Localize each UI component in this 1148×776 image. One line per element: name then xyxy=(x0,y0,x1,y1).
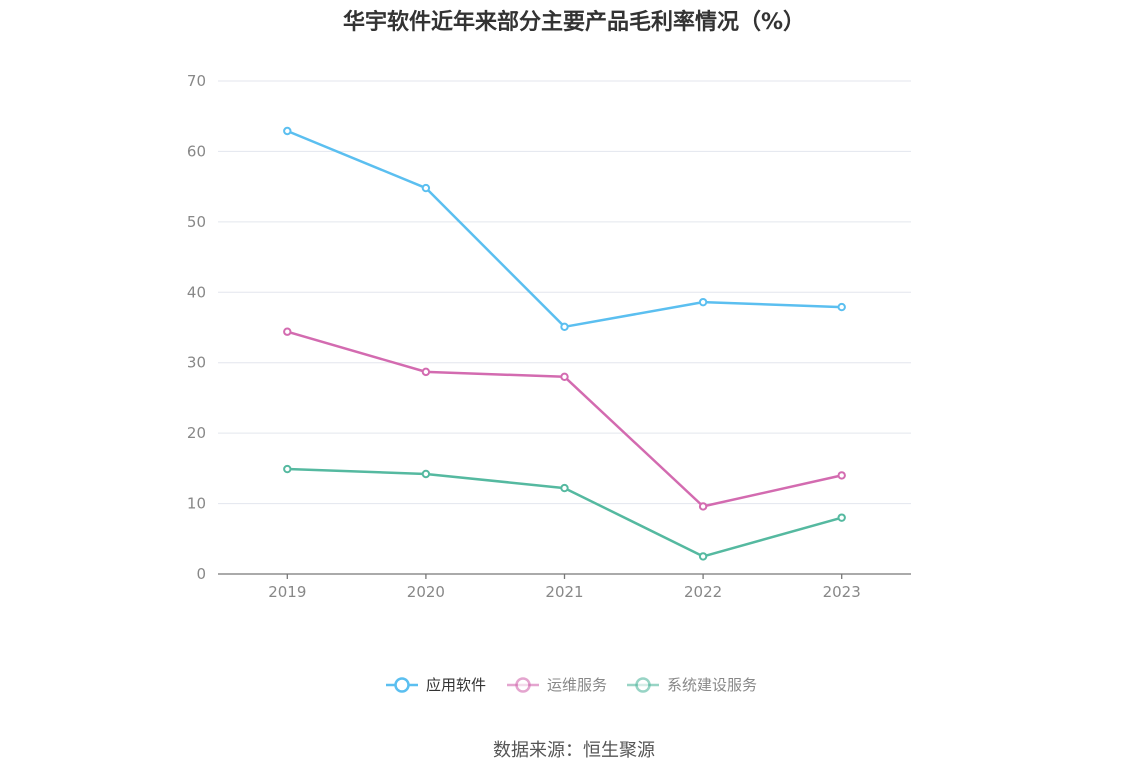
series-1 xyxy=(283,126,846,331)
legend-marker-icon xyxy=(394,677,410,693)
legend[interactable]: 应用软件 运维服务 系统建设服务 xyxy=(386,676,757,694)
data-point xyxy=(698,552,708,561)
y-tick-label: 30 xyxy=(187,354,206,372)
legend-label: 应用软件 xyxy=(426,676,486,694)
series-line xyxy=(287,467,843,558)
data-point xyxy=(283,126,292,136)
axis-layer: 0 10 20 30 40 50 60 70 2019 2020 2021 2022 2023 xyxy=(187,72,911,601)
data-point xyxy=(698,502,708,511)
data-point xyxy=(837,513,846,522)
legend-marker-icon xyxy=(635,677,651,693)
data-point xyxy=(837,471,846,480)
y-tick-label: 40 xyxy=(187,283,206,301)
data-point xyxy=(837,302,846,312)
data-point xyxy=(421,367,431,377)
data-point xyxy=(560,372,569,381)
legend-label: 系统建设服务 xyxy=(667,676,757,694)
x-tick-label: 2019 xyxy=(268,583,306,601)
legend-item[interactable]: 应用软件 xyxy=(386,676,486,694)
chart-title: 华宇软件近年来部分主要产品毛利率情况（%） xyxy=(342,10,806,35)
data-point xyxy=(283,464,292,474)
series-line xyxy=(286,330,842,508)
y-tick-label: 20 xyxy=(187,424,206,442)
legend-item[interactable]: 系统建设服务 xyxy=(627,676,757,694)
legend-marker-icon xyxy=(515,677,531,693)
legend-item[interactable]: 运维服务 xyxy=(507,676,607,694)
data-point xyxy=(560,322,569,331)
y-tick-label: 70 xyxy=(187,72,206,90)
data-point xyxy=(698,297,708,307)
y-tick-label: 0 xyxy=(196,565,206,583)
data-point xyxy=(421,469,431,479)
series-layer xyxy=(283,126,846,561)
grid-layer xyxy=(218,80,911,505)
x-tick-label: 2020 xyxy=(407,583,445,601)
series-line xyxy=(286,129,842,329)
data-point xyxy=(283,327,292,336)
source-note: 数据来源：恒生聚源 xyxy=(493,740,655,761)
data-point xyxy=(421,183,431,193)
series-3 xyxy=(283,464,846,561)
x-tick-label: 2022 xyxy=(684,583,722,601)
y-tick-label: 50 xyxy=(187,213,206,231)
x-tick-label: 2021 xyxy=(545,583,583,601)
data-point xyxy=(560,483,569,493)
legend-label: 运维服务 xyxy=(547,676,607,694)
y-tick-label: 60 xyxy=(187,142,206,160)
y-tick-label: 10 xyxy=(187,495,206,513)
series-2 xyxy=(283,327,846,511)
x-tick-label: 2023 xyxy=(823,583,861,601)
